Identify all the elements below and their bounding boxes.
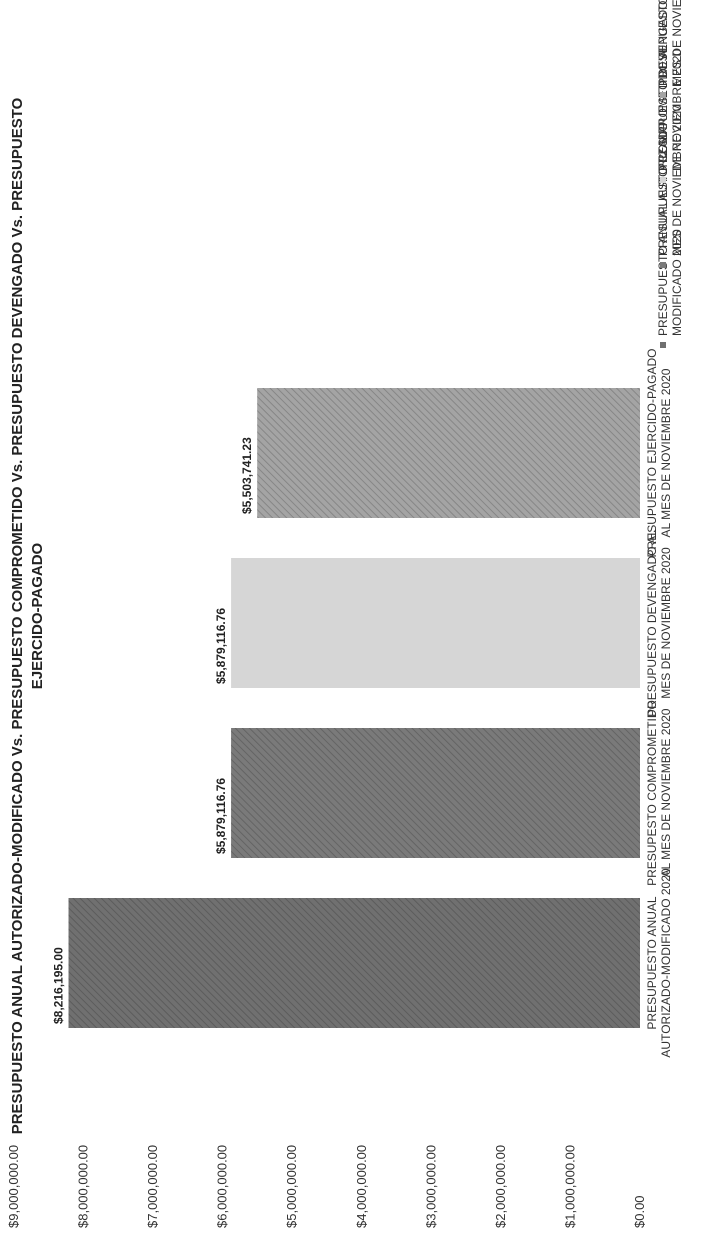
y-tick-label: $7,000,000.00 (145, 1145, 160, 1228)
category-label: PRESUPESTO COMPROMETIDO (645, 700, 659, 886)
y-tick-label: $4,000,000.00 (354, 1145, 369, 1228)
data-label: $8,216,195.00 (52, 947, 66, 1024)
bar (231, 558, 640, 688)
bar-hatch (231, 728, 640, 858)
legend-label: PRESUPUESTO ANUAL AUTORIZADO- (656, 118, 670, 336)
category-label: PRESUPUESTO EJERCIDO-PAGADO (645, 349, 659, 558)
legend-label: DE NOVIEMBRE 2020 (670, 49, 684, 171)
category-label: PRESUPUESTO ANUAL (645, 896, 659, 1029)
category-labels: PRESUPUESTO ANUAL AUTORIZADO-MODIFICADO 2… (645, 349, 673, 1058)
data-label: $5,879,116.76 (214, 608, 228, 684)
y-tick-label: $8,000,000.00 (76, 1145, 91, 1228)
category-label: PRESUPUESTO DEVENGADO AL (645, 529, 659, 717)
y-tick-label: $5,000,000.00 (284, 1145, 299, 1228)
legend-label: PRESUPUESTO COMPROMETIDO AL (656, 44, 670, 256)
y-tick-label: $1,000,000.00 (562, 1145, 577, 1228)
y-tick-label: $9,000,000.00 (6, 1145, 21, 1228)
category-label: AL MES DE NOVIEMBRE 2020 (659, 708, 673, 877)
legend-label: MES DE NOVIEMBRE 2020 (670, 104, 684, 256)
y-tick-label: $2,000,000.00 (493, 1145, 508, 1228)
bar-hatch (257, 388, 640, 518)
chart-title-line: PRESUPUESTO ANUAL AUTORIZADO-MODIFICADO … (9, 97, 26, 1134)
y-tick-label: $3,000,000.00 (423, 1145, 438, 1228)
legend-label: PRESUPUESTO EJERCIDO-PAGADO AL (656, 0, 670, 86)
y-tick-label: $0.00 (632, 1195, 647, 1228)
legend-label: PRESUPUESTO DEVENGADO AL MES (656, 0, 670, 171)
chart-title: PRESUPUESTO ANUAL AUTORIZADO-MODIFICADO … (9, 97, 46, 1134)
category-label: AL MES DE NOVIEMBRE 2020 (659, 368, 673, 537)
legend-swatch (660, 177, 666, 183)
legend-swatch (660, 262, 666, 268)
y-axis-ticks: $0.00 $1,000,000.00 $2,000,000.00 $3,000,00… (6, 1145, 647, 1228)
data-label: $5,879,116.76 (214, 778, 228, 854)
data-labels: $8,216,195.00 $5,879,116.76 $5,879,116.76 $… (52, 437, 255, 1024)
data-label: $5,503,741.23 (240, 437, 254, 514)
legend: PRESUPUESTO ANUAL AUTORIZADO- MODIFICADO … (656, 0, 684, 348)
category-label: MES DE NOVIEMBRE 2020 (659, 547, 673, 699)
bars (68, 388, 640, 1028)
y-tick-label: $6,000,000.00 (215, 1145, 230, 1228)
chart-title-line: EJERCIDO-PAGADO (29, 542, 46, 689)
legend-label: MODIFICADO 2020 (670, 229, 684, 336)
legend-swatch (660, 92, 666, 98)
legend-label: MES DE NOVIEMBRE 2020 (670, 0, 684, 86)
bar-hatch (68, 898, 640, 1028)
category-label: AUTORIZADO-MODIFICADO 2020 (659, 868, 673, 1057)
legend-swatch (660, 342, 666, 348)
